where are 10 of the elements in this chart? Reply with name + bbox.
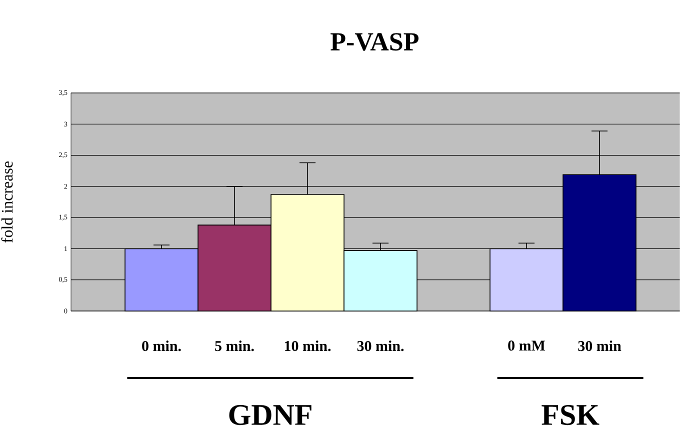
x-tick-label: 30 min: [578, 340, 622, 352]
chart-title: P-VASP: [330, 33, 419, 51]
x-tick-label: 0 min.: [142, 340, 181, 352]
text: GDNF: [229, 404, 312, 426]
x-tick-label: 5 min.: [215, 340, 254, 352]
x-tick-label: 30 min.: [357, 340, 404, 352]
text: FSK: [542, 404, 600, 426]
x-tick-label: 10 min.: [284, 340, 331, 352]
y-axis-title: fold increase: [1, 161, 13, 243]
x-tick-label: 0 mM: [508, 340, 546, 351]
